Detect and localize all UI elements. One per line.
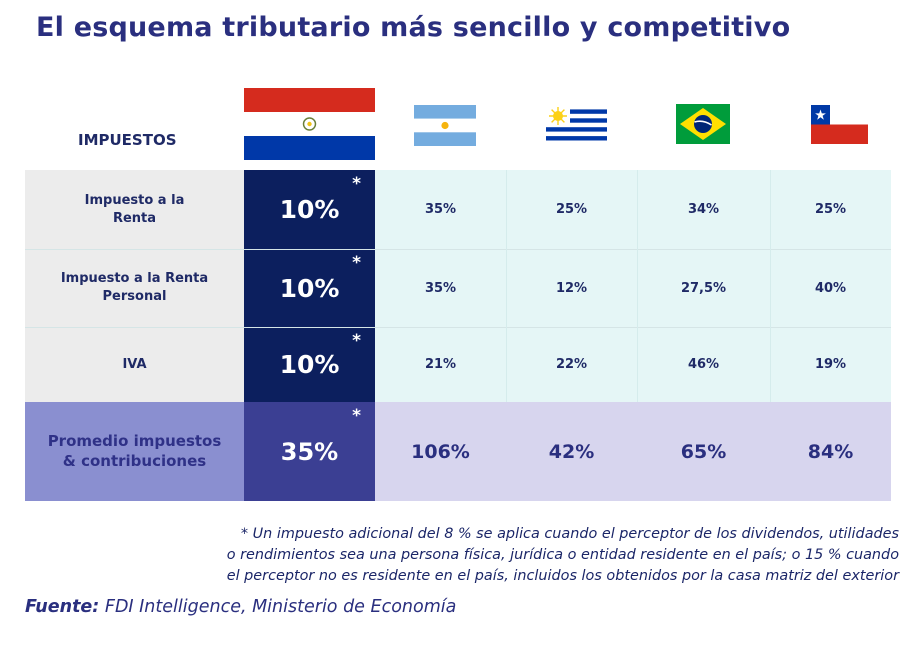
table-cell-brazil: 34% [637,170,770,249]
source-label: Fuente: [25,597,100,617]
column-divider [637,170,638,402]
page-title: El esquema tributario más sencillo y com… [36,12,791,43]
table-cell-uruguay: 22% [506,327,637,402]
table-cell-brazil: 46% [637,327,770,402]
table-cell-chile: 19% [770,327,891,402]
source-line: Fuente: FDI Intelligence, Ministerio de … [25,597,456,617]
source-text: FDI Intelligence, Ministerio de Economía [99,597,457,617]
average-cell-argentina: 106% [375,402,506,501]
footnote-line: * Un impuesto adicional del 8 % se aplic… [240,526,899,542]
table-cell-chile: 25% [770,170,891,249]
average-cell-uruguay: 42% [506,402,637,501]
paraguay-flag-icon [244,88,375,160]
footnote: * Un impuesto adicional del 8 % se aplic… [25,524,899,587]
paraguay-value: 10% [279,350,340,379]
footnote-line: o rendimientos sea una persona física, j… [226,547,899,563]
argentina-flag-icon [414,105,476,146]
paraguay-value: 10% [279,273,340,303]
paraguay-average-value: 35% [280,437,339,466]
paraguay-value-cell: 10% * [244,327,375,402]
table-cell-argentina: 21% [375,327,506,402]
chile-flag-icon [811,105,868,144]
paraguay-value-cell: 10% * [244,170,375,249]
footnote-line: el perceptor no es residente en el país,… [226,568,899,584]
brazil-flag-icon [676,104,730,144]
table-cell-uruguay: 25% [506,170,637,249]
row-label-vat: IVA [25,327,244,402]
row-label-average: Promedio impuestos & contribuciones [25,402,244,501]
column-divider [770,170,771,402]
paraguay-value-cell: 10% * [244,249,375,327]
row-divider [25,249,891,250]
tax-comparison-table: Impuesto a la Renta 10% * 35% 25% 34% 25… [25,170,891,501]
taxes-header-label: IMPUESTOS [78,131,177,149]
asterisk-mark: * [352,406,361,426]
row-label-personal-income-tax: Impuesto a la Renta Personal [25,249,244,327]
table-cell-argentina: 35% [375,249,506,327]
table-cell-argentina: 35% [375,170,506,249]
asterisk-mark: * [352,331,361,351]
table-cell-uruguay: 12% [506,249,637,327]
table-cell-chile: 40% [770,249,891,327]
uruguay-flag-icon [546,105,607,145]
table-cell-brazil: 27,5% [637,249,770,327]
row-label-income-tax: Impuesto a la Renta [25,170,244,249]
average-cell-chile: 84% [770,402,891,501]
asterisk-mark: * [352,174,361,194]
asterisk-mark: * [352,253,361,273]
row-divider [25,327,891,328]
average-cell-brazil: 65% [637,402,770,501]
column-divider [506,170,507,402]
paraguay-average-cell: 35% * [244,402,375,501]
paraguay-value: 10% [279,195,340,224]
